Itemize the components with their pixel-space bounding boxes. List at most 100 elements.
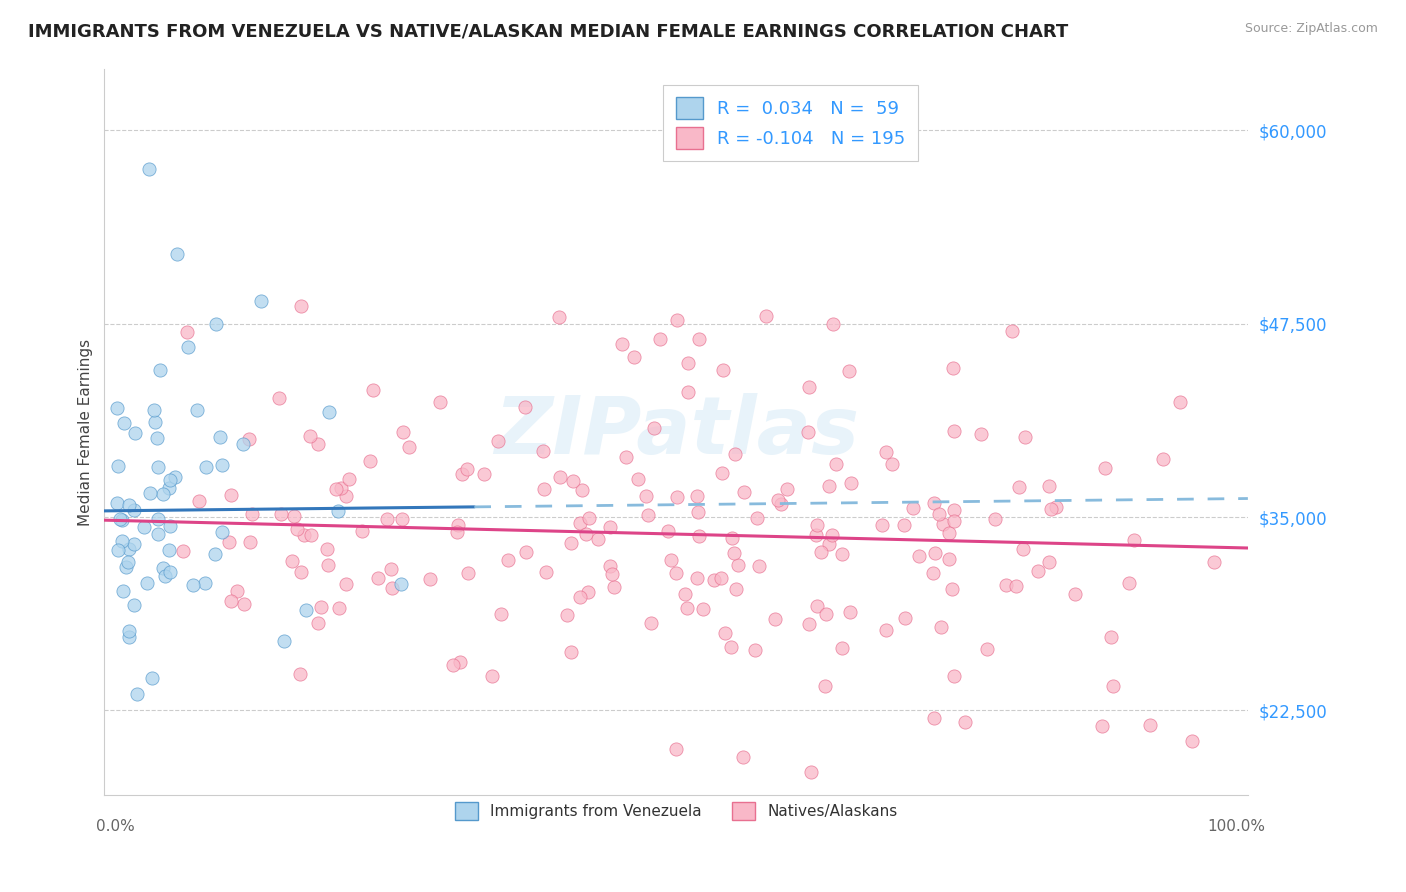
Point: [938, 526, 960, 541]
Point: [748, 559, 770, 574]
Point: [176, 325, 198, 339]
Point: [172, 544, 194, 558]
Point: [623, 351, 645, 365]
Point: [995, 578, 1018, 592]
Point: [955, 714, 977, 729]
Point: [146, 431, 169, 445]
Point: [219, 488, 242, 502]
Point: [818, 537, 841, 551]
Point: [233, 598, 256, 612]
Point: [686, 505, 709, 519]
Point: [309, 600, 332, 615]
Point: [159, 473, 181, 487]
Point: [451, 467, 474, 482]
Point: [932, 517, 955, 532]
Point: [800, 765, 823, 780]
Point: [943, 503, 966, 517]
Point: [942, 361, 965, 376]
Point: [602, 566, 624, 581]
Point: [118, 624, 141, 638]
Point: [367, 571, 389, 585]
Point: [659, 553, 682, 567]
Point: [586, 533, 609, 547]
Point: [727, 558, 749, 572]
Point: [118, 542, 141, 557]
Point: [380, 581, 402, 595]
Point: [825, 458, 848, 472]
Point: [806, 527, 828, 541]
Point: [118, 630, 141, 644]
Point: [152, 487, 174, 501]
Point: [1008, 479, 1031, 493]
Point: [1014, 430, 1036, 444]
Point: [634, 489, 657, 503]
Point: [1123, 533, 1146, 547]
Point: [375, 512, 398, 526]
Point: [665, 742, 688, 756]
Point: [839, 475, 862, 490]
Point: [657, 524, 679, 539]
Point: [125, 687, 148, 701]
Point: [1040, 501, 1063, 516]
Point: [893, 611, 915, 625]
Point: [599, 519, 621, 533]
Point: [186, 403, 208, 417]
Point: [599, 558, 621, 573]
Point: [610, 336, 633, 351]
Point: [685, 490, 707, 504]
Point: [838, 364, 860, 378]
Point: [744, 642, 766, 657]
Point: [1005, 578, 1028, 592]
Point: [391, 512, 413, 526]
Point: [666, 490, 689, 504]
Point: [337, 472, 360, 486]
Point: [143, 415, 166, 429]
Text: Source: ZipAtlas.com: Source: ZipAtlas.com: [1244, 22, 1378, 36]
Text: ZIPatlas: ZIPatlas: [494, 393, 859, 471]
Point: [419, 572, 441, 586]
Point: [281, 553, 304, 567]
Point: [720, 531, 742, 545]
Point: [446, 525, 468, 540]
Point: [872, 518, 894, 533]
Point: [648, 332, 671, 346]
Point: [1118, 576, 1140, 591]
Point: [159, 519, 181, 533]
Point: [398, 440, 420, 454]
Point: [1139, 718, 1161, 732]
Point: [678, 356, 700, 370]
Point: [472, 467, 495, 481]
Point: [548, 310, 571, 325]
Text: 100.0%: 100.0%: [1208, 819, 1265, 834]
Point: [218, 535, 240, 549]
Point: [893, 518, 915, 533]
Point: [688, 332, 710, 346]
Point: [924, 546, 946, 560]
Point: [929, 620, 952, 634]
Point: [447, 517, 470, 532]
Point: [575, 527, 598, 541]
Point: [326, 504, 349, 518]
Point: [117, 555, 139, 569]
Point: [318, 405, 340, 419]
Point: [159, 565, 181, 579]
Point: [880, 457, 903, 471]
Point: [713, 625, 735, 640]
Point: [561, 474, 583, 488]
Point: [1152, 452, 1174, 467]
Point: [232, 437, 254, 451]
Point: [676, 384, 699, 399]
Point: [627, 472, 650, 486]
Point: [392, 425, 415, 439]
Point: [122, 537, 145, 551]
Point: [273, 633, 295, 648]
Point: [640, 615, 662, 630]
Legend: Immigrants from Venezuela, Natives/Alaskans: Immigrants from Venezuela, Natives/Alask…: [447, 794, 905, 828]
Point: [149, 363, 172, 377]
Point: [686, 571, 709, 585]
Point: [776, 482, 799, 496]
Point: [603, 580, 626, 594]
Point: [299, 527, 322, 541]
Point: [335, 577, 357, 591]
Point: [250, 293, 273, 308]
